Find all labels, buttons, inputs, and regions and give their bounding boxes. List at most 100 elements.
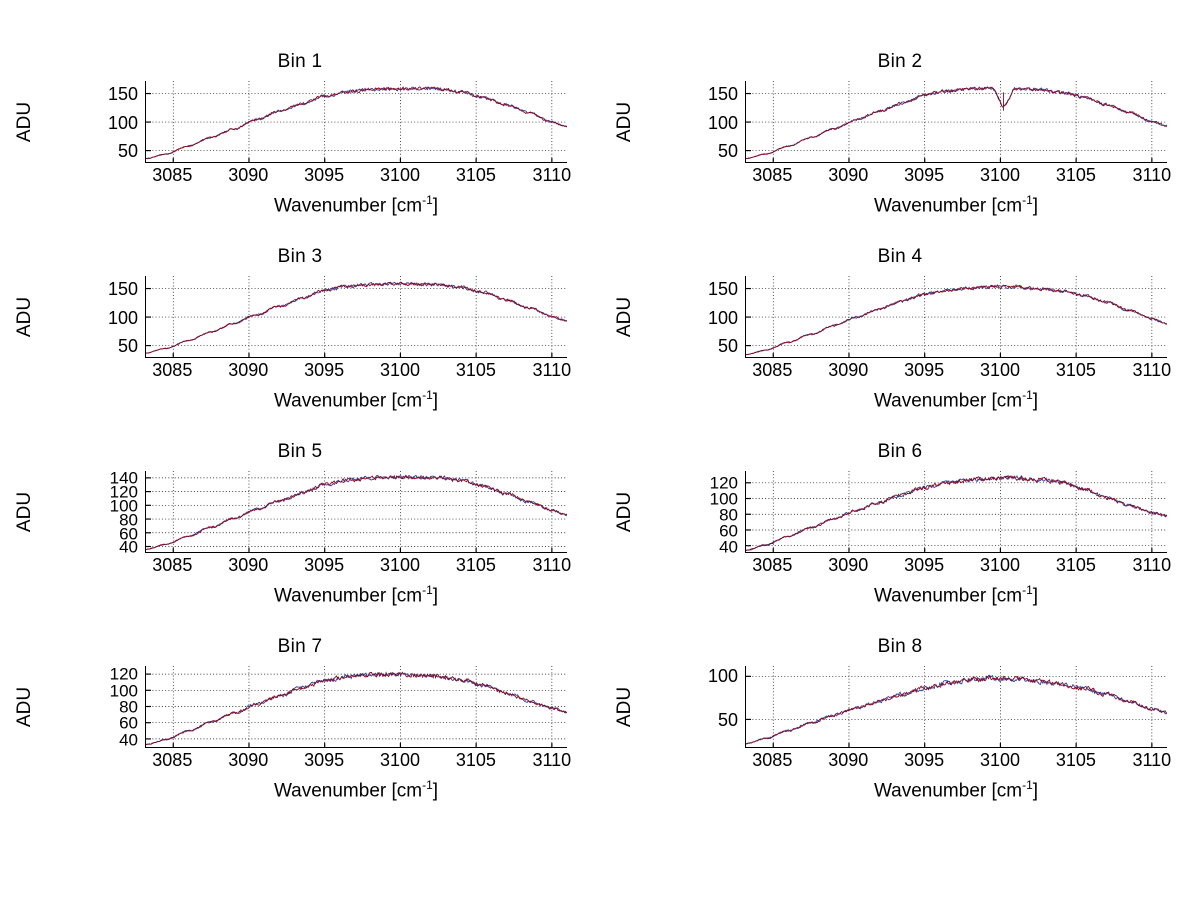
x-tick-label: 3095 <box>904 555 945 575</box>
plot-area <box>145 666 567 748</box>
y-tick-label: 100 <box>709 489 738 509</box>
y-axis-label: ADU <box>12 276 38 358</box>
subplot-title: Bin 6 <box>877 441 923 462</box>
y-tick-label: 100 <box>107 307 138 328</box>
y-tick-label: 60 <box>119 713 138 733</box>
x-axis-ticks: 3085 3090 3095 3100 3105 3110 <box>745 165 1171 190</box>
series-line-spectrum-blue <box>146 87 567 159</box>
x-tick-label: 3095 <box>904 360 945 380</box>
y-tick-label: 40 <box>719 537 738 557</box>
series-line-spectrum-red <box>746 87 1167 158</box>
y-tick-label: 100 <box>107 112 138 133</box>
subplot-title: Bin 3 <box>277 246 323 267</box>
y-tick-label: 100 <box>707 307 738 328</box>
series-line-spectrum-blue <box>146 282 567 353</box>
x-axis-ticks: 3085 3090 3095 3100 3105 3110 <box>145 555 571 580</box>
subplot-title: Bin 7 <box>277 636 323 657</box>
x-axis-label: Wavenumber [cm-1] <box>745 388 1167 412</box>
x-axis-label: Wavenumber [cm-1] <box>145 388 567 412</box>
y-axis-ticks: 40 60 80 100 120 140 <box>60 469 142 556</box>
x-tick-label: 3100 <box>379 750 421 770</box>
x-tick-label: 3090 <box>828 360 869 380</box>
y-tick-label: 100 <box>707 112 738 133</box>
x-axis-ticks: 3085 3090 3095 3100 3105 3110 <box>145 750 571 775</box>
subplot-title: Bin 4 <box>877 246 923 267</box>
tick-marks <box>746 482 1153 552</box>
x-tick-label: 3090 <box>228 555 269 575</box>
x-axis-label: Wavenumber [cm-1] <box>745 193 1167 217</box>
plot-canvas <box>746 276 1167 357</box>
x-axis-label-exponent: -1 <box>1022 778 1033 792</box>
x-tick-label: 3095 <box>304 555 345 575</box>
plot-axes <box>145 666 567 748</box>
x-axis-label-text: Wavenumber [cm <box>273 585 423 607</box>
x-tick-label: 3105 <box>455 555 496 575</box>
y-tick-label: 50 <box>717 336 738 357</box>
y-tick-label: 100 <box>109 681 138 701</box>
y-axis-ticks: 50 100 150 <box>60 81 142 163</box>
x-axis-label-text: Wavenumber [cm <box>273 195 423 217</box>
x-axis-label: Wavenumber [cm-1] <box>145 583 567 607</box>
subplot-title: Bin 2 <box>877 51 923 72</box>
y-axis-label-text: ADU <box>14 491 35 533</box>
x-axis-label-bracket: ] <box>1032 195 1039 217</box>
x-tick-label: 3105 <box>1055 165 1096 185</box>
plot-canvas <box>746 666 1167 747</box>
x-axis-ticks: 3085 3090 3095 3100 3105 3110 <box>145 165 571 190</box>
series-line-spectrum-blue <box>146 673 567 745</box>
x-axis-label: Wavenumber [cm-1] <box>145 193 567 217</box>
plot-area <box>745 666 1167 748</box>
y-axis-label: ADU <box>12 471 38 553</box>
x-tick-label: 3095 <box>904 750 945 770</box>
y-tick-label: 100 <box>109 496 138 516</box>
y-tick-label: 50 <box>117 141 138 162</box>
plot-canvas <box>146 81 567 162</box>
x-tick-label: 3105 <box>455 750 496 770</box>
y-tick-label: 40 <box>119 730 138 750</box>
x-axis-ticks: 3085 3090 3095 3100 3105 3110 <box>745 555 1171 580</box>
plot-area <box>745 276 1167 358</box>
y-axis-ticks: 40 60 80 100 120 <box>660 471 742 557</box>
x-tick-label: 3095 <box>304 360 345 380</box>
y-tick-label: 120 <box>709 473 738 493</box>
x-axis-label-bracket: ] <box>432 780 439 802</box>
tick-marks <box>746 675 1153 747</box>
subplot-bin-7: Bin 7 ADU 40 60 80 100 120 3085 3090 3095 3100 3105… <box>0 630 600 825</box>
subplot-title: Bin 8 <box>877 636 923 657</box>
y-tick-label: 50 <box>717 141 738 162</box>
x-tick-label: 3095 <box>304 165 345 185</box>
x-tick-label: 3100 <box>979 750 1021 770</box>
x-axis-label-exponent: -1 <box>422 583 433 597</box>
subplot-bin-4: Bin 4 ADU 50 100 150 3085 3090 3095 3100 3105 3110… <box>600 240 1200 435</box>
x-tick-label: 3100 <box>379 360 421 380</box>
x-axis-label-text: Wavenumber [cm <box>873 390 1023 412</box>
x-tick-label: 3085 <box>752 750 793 770</box>
y-tick-label: 150 <box>107 278 138 299</box>
plot-area <box>145 471 567 553</box>
y-axis-label: ADU <box>12 666 38 748</box>
y-axis-label: ADU <box>12 81 38 163</box>
x-tick-label: 3085 <box>752 165 793 185</box>
x-axis-label: Wavenumber [cm-1] <box>745 583 1167 607</box>
x-tick-label: 3090 <box>828 750 869 770</box>
x-tick-label: 3090 <box>228 360 269 380</box>
plot-area <box>145 81 567 163</box>
y-tick-label: 80 <box>719 505 738 525</box>
series-line-spectrum-red <box>146 672 567 744</box>
y-axis-label-text: ADU <box>14 296 35 338</box>
x-axis-label-bracket: ] <box>432 585 439 607</box>
x-axis-label-exponent: -1 <box>422 388 433 402</box>
series-line-spectrum-blue <box>746 87 1167 159</box>
y-axis-label: ADU <box>612 666 638 748</box>
x-tick-label: 3085 <box>152 165 193 185</box>
x-axis-label-text: Wavenumber [cm <box>873 195 1023 217</box>
tick-marks <box>146 477 553 552</box>
x-tick-label: 3110 <box>1132 165 1172 185</box>
y-axis-ticks: 50 100 150 <box>660 81 742 163</box>
series-line-spectrum-blue <box>746 476 1167 550</box>
y-axis-label: ADU <box>612 471 638 553</box>
y-axis-label-text: ADU <box>614 101 635 143</box>
y-tick-label: 100 <box>707 666 738 687</box>
x-axis-label-text: Wavenumber [cm <box>273 390 423 412</box>
series-line-spectrum-blue <box>746 675 1167 744</box>
